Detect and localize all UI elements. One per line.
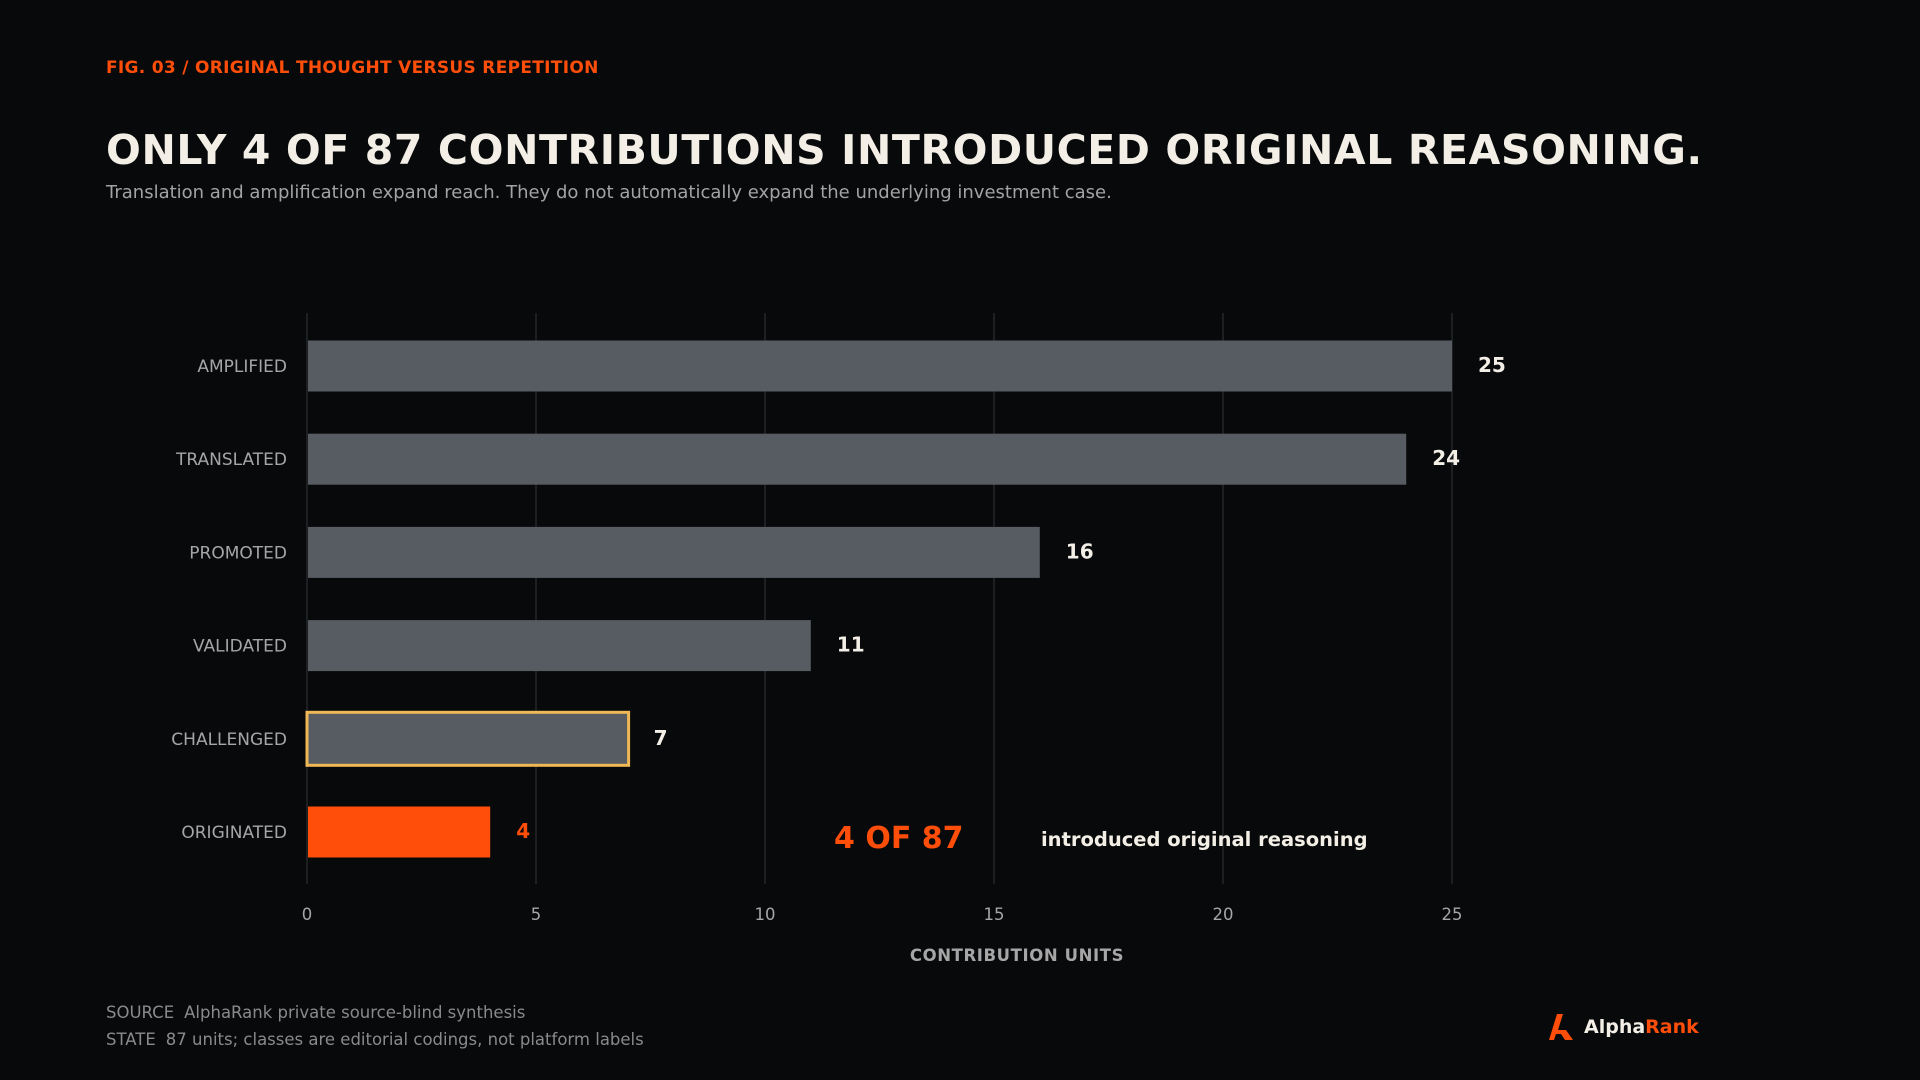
- bar-validated: [308, 620, 811, 672]
- category-label-validated: VALIDATED: [193, 637, 287, 657]
- bar-translated: [308, 433, 1407, 485]
- category-label-originated: ORIGINATED: [181, 823, 287, 843]
- brand-logo: AlphaRank: [1546, 1012, 1699, 1042]
- annotation-text: introduced original reasoning: [1041, 828, 1368, 851]
- bar-originated: [308, 806, 491, 858]
- alpharank-logo-icon: [1549, 1014, 1573, 1040]
- bar-challenged: [305, 710, 631, 767]
- page-subtitle: Translation and amplification expand rea…: [106, 182, 1112, 203]
- brand-name-alpha: Alpha: [1584, 1016, 1646, 1038]
- bar-chart: AMPLIFIED TRANSLATED PROMOTED VALIDATED CHAL…: [171, 313, 1506, 965]
- x-tick-label-10: 10: [755, 905, 776, 924]
- figure-label: FIG. 03 / ORIGINAL THOUGHT VERSUS REPETI…: [106, 58, 599, 78]
- x-tick-label-20: 20: [1213, 905, 1234, 924]
- category-label-challenged: CHALLENGED: [171, 730, 287, 750]
- footer-source-key: SOURCE: [106, 1003, 175, 1022]
- x-axis-title: CONTRIBUTION UNITS: [910, 946, 1124, 965]
- x-tick-label-5: 5: [531, 905, 542, 924]
- value-label-translated: 24: [1432, 446, 1460, 470]
- brand-name-rank: Rank: [1645, 1016, 1699, 1038]
- x-tick-label-0: 0: [302, 905, 313, 924]
- value-label-amplified: 25: [1478, 353, 1506, 377]
- bar-promoted: [308, 526, 1040, 578]
- value-label-validated: 11: [837, 633, 865, 657]
- x-tick-label-15: 15: [984, 905, 1005, 924]
- x-tick-label-25: 25: [1442, 905, 1463, 924]
- page-title: ONLY 4 OF 87 CONTRIBUTIONS INTRODUCED OR…: [106, 126, 1703, 174]
- category-label-translated: TRANSLATED: [175, 450, 287, 470]
- bar-amplified: [308, 340, 1452, 392]
- category-label-promoted: PROMOTED: [189, 543, 287, 563]
- footer-state-text: 87 units; classes are editorial codings,…: [165, 1030, 644, 1049]
- value-label-originated: 4: [516, 819, 530, 843]
- grid-lines: [306, 313, 1453, 884]
- footer-source-text: AlphaRank private source-blind synthesis: [184, 1003, 526, 1022]
- category-label-amplified: AMPLIFIED: [197, 357, 287, 377]
- footer-state-key: STATE: [106, 1030, 156, 1049]
- bars: [305, 340, 1452, 858]
- annotation-highlight-value: 4 OF 87: [834, 821, 964, 856]
- value-label-challenged: 7: [654, 726, 668, 750]
- footer-source: SOURCE AlphaRank private source-blind syn…: [106, 1003, 525, 1022]
- x-axis-ticks: 0 5 10 15 20 25: [302, 905, 1463, 924]
- footer-state: STATE 87 units; classes are editorial cod…: [106, 1030, 644, 1049]
- category-labels: AMPLIFIED TRANSLATED PROMOTED VALIDATED CHAL…: [171, 357, 287, 843]
- value-labels: 25 24 16 11 7 4: [516, 353, 1506, 843]
- value-label-promoted: 16: [1066, 539, 1094, 563]
